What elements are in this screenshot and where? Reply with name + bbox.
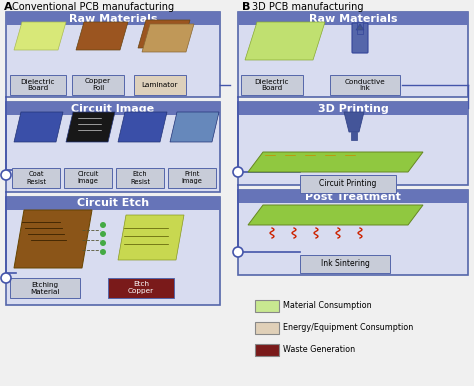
Polygon shape	[118, 215, 184, 260]
Polygon shape	[66, 112, 115, 142]
Circle shape	[1, 273, 11, 283]
Polygon shape	[118, 112, 167, 142]
Polygon shape	[170, 112, 219, 142]
FancyBboxPatch shape	[238, 12, 468, 97]
FancyBboxPatch shape	[351, 132, 357, 140]
Text: B: B	[242, 2, 250, 12]
Text: Dielectric
Board: Dielectric Board	[255, 78, 289, 91]
FancyBboxPatch shape	[6, 102, 220, 192]
FancyBboxPatch shape	[255, 344, 279, 356]
Polygon shape	[76, 22, 128, 50]
FancyBboxPatch shape	[10, 75, 66, 95]
Text: Raw Materials: Raw Materials	[309, 14, 397, 24]
FancyBboxPatch shape	[6, 12, 220, 25]
Circle shape	[233, 247, 243, 257]
Circle shape	[100, 240, 106, 246]
Text: Waste Generation: Waste Generation	[283, 345, 355, 354]
FancyBboxPatch shape	[352, 23, 368, 53]
Text: Energy/Equipment Consumption: Energy/Equipment Consumption	[283, 323, 413, 332]
Text: Ink Sintering: Ink Sintering	[320, 259, 369, 269]
FancyBboxPatch shape	[238, 190, 468, 275]
FancyBboxPatch shape	[300, 175, 396, 193]
Text: 3D Printing: 3D Printing	[318, 103, 388, 113]
Polygon shape	[248, 152, 423, 172]
Polygon shape	[14, 112, 63, 142]
FancyBboxPatch shape	[108, 278, 174, 298]
Text: Copper
Foil: Copper Foil	[85, 78, 111, 91]
Polygon shape	[142, 24, 194, 52]
FancyBboxPatch shape	[168, 168, 216, 188]
Text: Print
Image: Print Image	[182, 171, 202, 185]
Text: 3D PCB manufacturing: 3D PCB manufacturing	[252, 2, 364, 12]
Circle shape	[100, 249, 106, 255]
FancyBboxPatch shape	[255, 322, 279, 334]
Circle shape	[233, 167, 243, 177]
Polygon shape	[14, 210, 92, 268]
Polygon shape	[248, 205, 423, 225]
FancyBboxPatch shape	[357, 22, 363, 34]
FancyBboxPatch shape	[134, 75, 186, 95]
FancyBboxPatch shape	[238, 12, 468, 25]
Text: Dielectric
Board: Dielectric Board	[21, 78, 55, 91]
FancyBboxPatch shape	[6, 197, 220, 210]
FancyBboxPatch shape	[116, 168, 164, 188]
Circle shape	[100, 222, 106, 228]
Text: Circuit Etch: Circuit Etch	[77, 198, 149, 208]
Text: Etching
Material: Etching Material	[30, 281, 60, 295]
Text: Etch
Resist: Etch Resist	[130, 171, 150, 185]
Text: A: A	[4, 2, 13, 12]
Polygon shape	[14, 22, 66, 50]
FancyBboxPatch shape	[241, 75, 303, 95]
FancyBboxPatch shape	[6, 12, 220, 97]
Polygon shape	[344, 112, 364, 132]
Text: Conventional PCB manufacturing: Conventional PCB manufacturing	[12, 2, 174, 12]
FancyBboxPatch shape	[12, 168, 60, 188]
FancyBboxPatch shape	[64, 168, 112, 188]
Polygon shape	[138, 20, 190, 48]
Text: Laminator: Laminator	[142, 82, 178, 88]
FancyBboxPatch shape	[330, 75, 400, 95]
Text: Conductive
Ink: Conductive Ink	[345, 78, 385, 91]
Text: Material Consumption: Material Consumption	[283, 301, 372, 310]
FancyBboxPatch shape	[72, 75, 124, 95]
FancyBboxPatch shape	[238, 102, 468, 185]
Text: Etch
Copper: Etch Copper	[128, 281, 154, 295]
FancyBboxPatch shape	[6, 102, 220, 115]
Text: Coat
Resist: Coat Resist	[26, 171, 46, 185]
FancyBboxPatch shape	[300, 255, 390, 273]
Polygon shape	[356, 24, 364, 30]
FancyBboxPatch shape	[238, 190, 468, 203]
FancyBboxPatch shape	[255, 300, 279, 312]
Text: Circuit Image: Circuit Image	[72, 103, 155, 113]
Text: Raw Materials: Raw Materials	[69, 14, 157, 24]
FancyBboxPatch shape	[6, 197, 220, 305]
Text: Circuit Printing: Circuit Printing	[319, 179, 377, 188]
FancyBboxPatch shape	[10, 278, 80, 298]
Text: Circuit
Image: Circuit Image	[77, 171, 99, 185]
Circle shape	[100, 231, 106, 237]
Text: Post Treatment: Post Treatment	[305, 191, 401, 201]
FancyBboxPatch shape	[238, 102, 468, 115]
Circle shape	[1, 170, 11, 180]
Polygon shape	[245, 22, 325, 60]
